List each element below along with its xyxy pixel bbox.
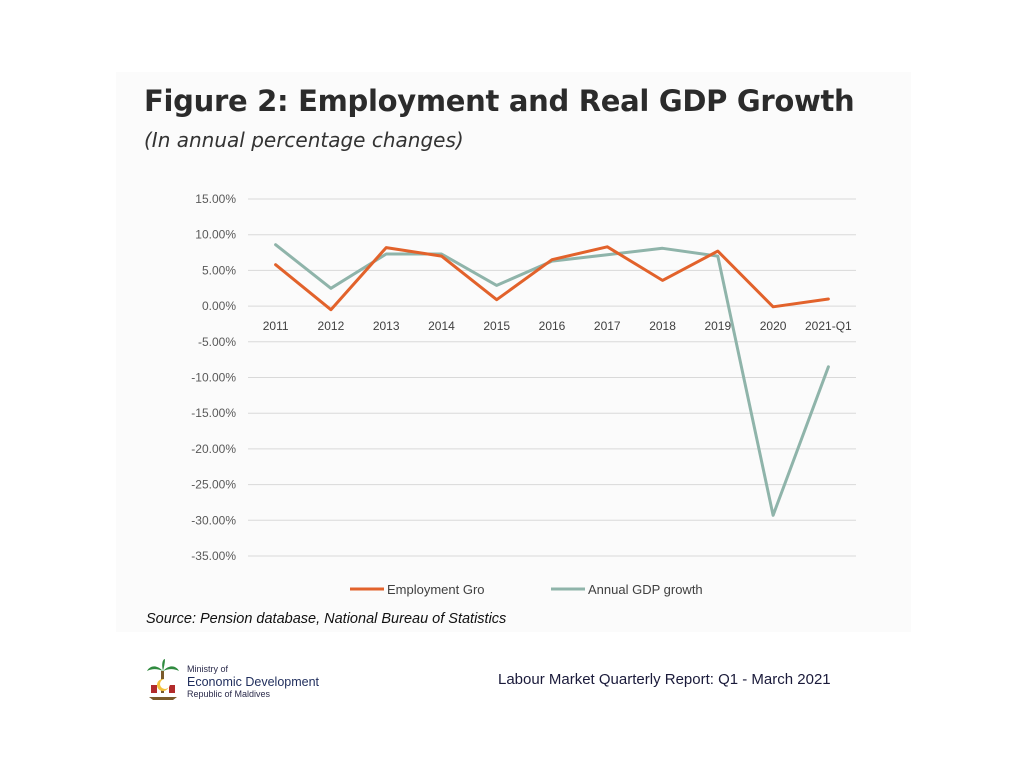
y-tick-label: -35.00% <box>191 549 236 563</box>
y-tick-label: 5.00% <box>202 263 236 277</box>
ministry-line2: Economic Development <box>187 675 320 689</box>
ministry-line3: Republic of Maldives <box>187 689 271 699</box>
figure-title: Figure 2: Employment and Real GDP Growth <box>144 84 855 118</box>
ministry-line1: Ministry of <box>187 664 229 674</box>
y-tick-label: 0.00% <box>202 299 236 313</box>
x-tick-label: 2013 <box>373 319 400 333</box>
gdp-series-line <box>274 243 830 517</box>
figure-subtitle: (In annual percentage changes) <box>144 128 464 152</box>
y-tick-label: -30.00% <box>191 513 236 527</box>
x-tick-label: 2019 <box>704 319 731 333</box>
y-tick-label: 10.00% <box>195 228 236 242</box>
x-tick-label: 2016 <box>539 319 566 333</box>
ministry-name: Ministry of Economic Development Republi… <box>187 664 319 700</box>
y-tick-label: -20.00% <box>191 442 236 456</box>
x-tick-label: 2018 <box>649 319 676 333</box>
y-tick-label: -5.00% <box>198 335 236 349</box>
source-note: Source: Pension database, National Burea… <box>146 611 507 627</box>
x-tick-label: 2011 <box>263 319 289 333</box>
y-tick-label: -15.00% <box>191 406 236 420</box>
employment-series-line <box>274 245 830 312</box>
line-chart: 15.00% 10.00% 5.00% 0.00% -5.00% -10.00% -15.0… <box>191 192 856 597</box>
x-tick-label: 2017 <box>594 319 621 333</box>
y-tick-label: -10.00% <box>191 371 236 385</box>
figure-panel <box>116 72 911 632</box>
x-tick-label: 2012 <box>318 319 345 333</box>
x-tick-label: 2021-Q1 <box>805 319 852 333</box>
emblem-icon <box>147 659 179 700</box>
y-tick-label: 15.00% <box>195 192 236 206</box>
x-tick-label: 2020 <box>760 319 787 333</box>
x-tick-label: 2015 <box>483 319 510 333</box>
legend-employment-label: Employment Gro <box>387 582 485 597</box>
x-tick-label: 2014 <box>428 319 455 333</box>
report-title: Labour Market Quarterly Report: Q1 - Mar… <box>498 671 831 688</box>
legend-gdp-label: Annual GDP growth <box>588 582 703 597</box>
y-tick-label: -25.00% <box>191 478 236 492</box>
